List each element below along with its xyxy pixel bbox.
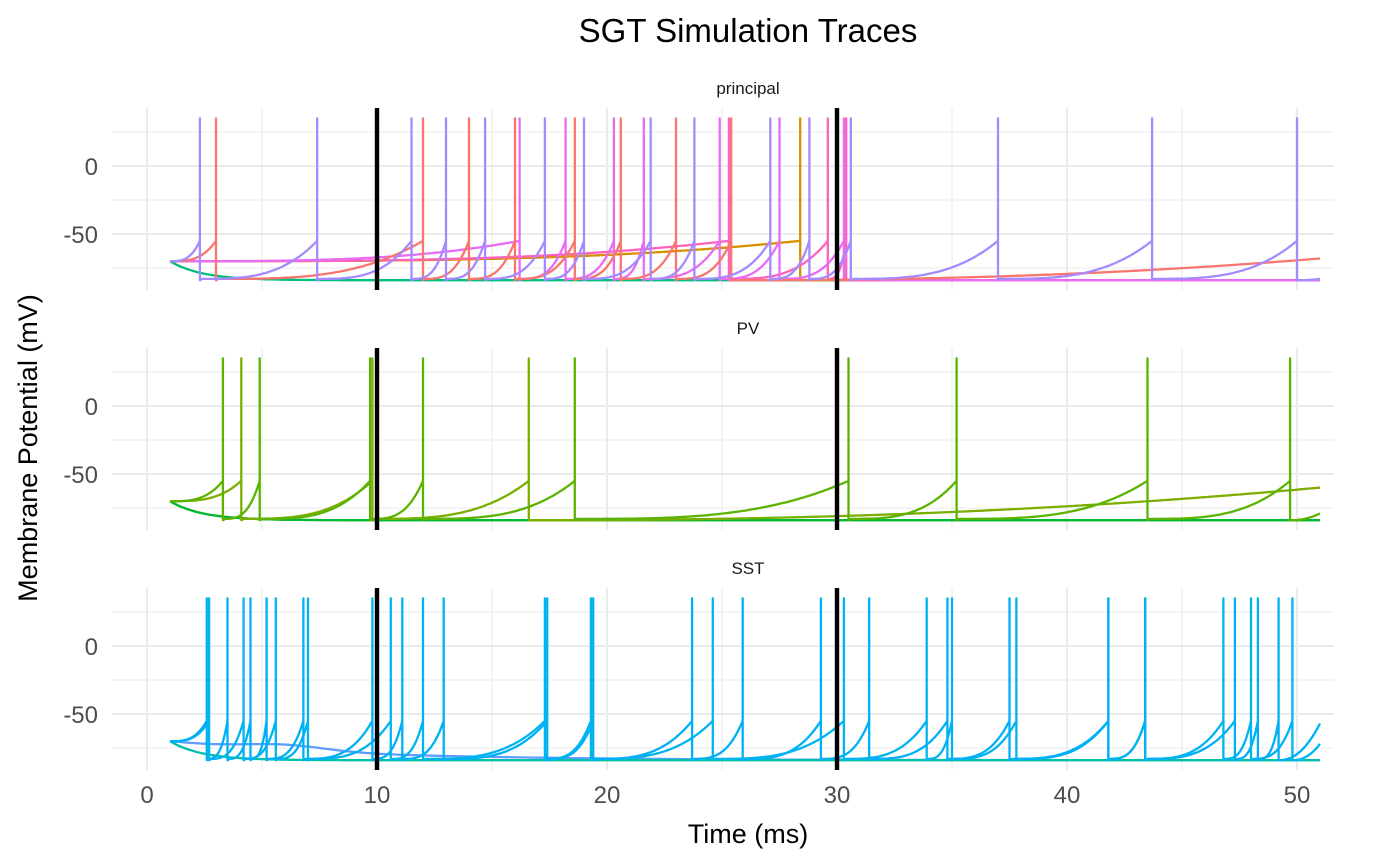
panels: principal 0 -50 PV 0 -50 SST 0 -50	[63, 79, 1334, 770]
x-tick-label: 30	[824, 782, 851, 809]
chart-title: SGT Simulation Traces	[579, 12, 918, 49]
strip-label: principal	[716, 79, 779, 98]
x-tick-label: 50	[1284, 782, 1311, 809]
y-tick-label: 0	[85, 394, 98, 421]
x-tick-label: 0	[140, 782, 153, 809]
trace-sst-2	[170, 597, 1321, 762]
x-tick-label: 40	[1054, 782, 1081, 809]
trace-principal-1	[170, 117, 1321, 282]
trace-principal-4	[170, 117, 1320, 282]
trace-principal-2	[170, 117, 1321, 282]
trace-pv-3	[169, 500, 1320, 522]
trace-principal-5	[170, 117, 1320, 282]
x-axis-title: Time (ms)	[688, 819, 808, 849]
y-tick-label: -50	[63, 222, 98, 249]
panel-principal: principal 0 -50	[63, 79, 1334, 290]
trace-pv-1	[170, 357, 1321, 522]
strip-label: PV	[737, 319, 760, 338]
y-tick-label: 0	[85, 634, 98, 661]
panel-sst: SST 0 -50	[63, 559, 1334, 770]
y-tick-label: 0	[85, 154, 98, 181]
trace-sst-1	[170, 597, 1322, 762]
x-tick-label: 10	[364, 782, 391, 809]
y-tick-label: -50	[63, 702, 98, 729]
x-tick-label: 20	[594, 782, 621, 809]
y-tick-label: -50	[63, 462, 98, 489]
trace-principal-3	[170, 117, 1320, 282]
x-axis-ticks: 0 10 20 30 40 50	[140, 782, 1310, 809]
strip-label: SST	[731, 559, 764, 578]
y-axis-title: Membrane Potential (mV)	[13, 294, 43, 602]
panel-pv: PV 0 -50	[63, 319, 1334, 530]
